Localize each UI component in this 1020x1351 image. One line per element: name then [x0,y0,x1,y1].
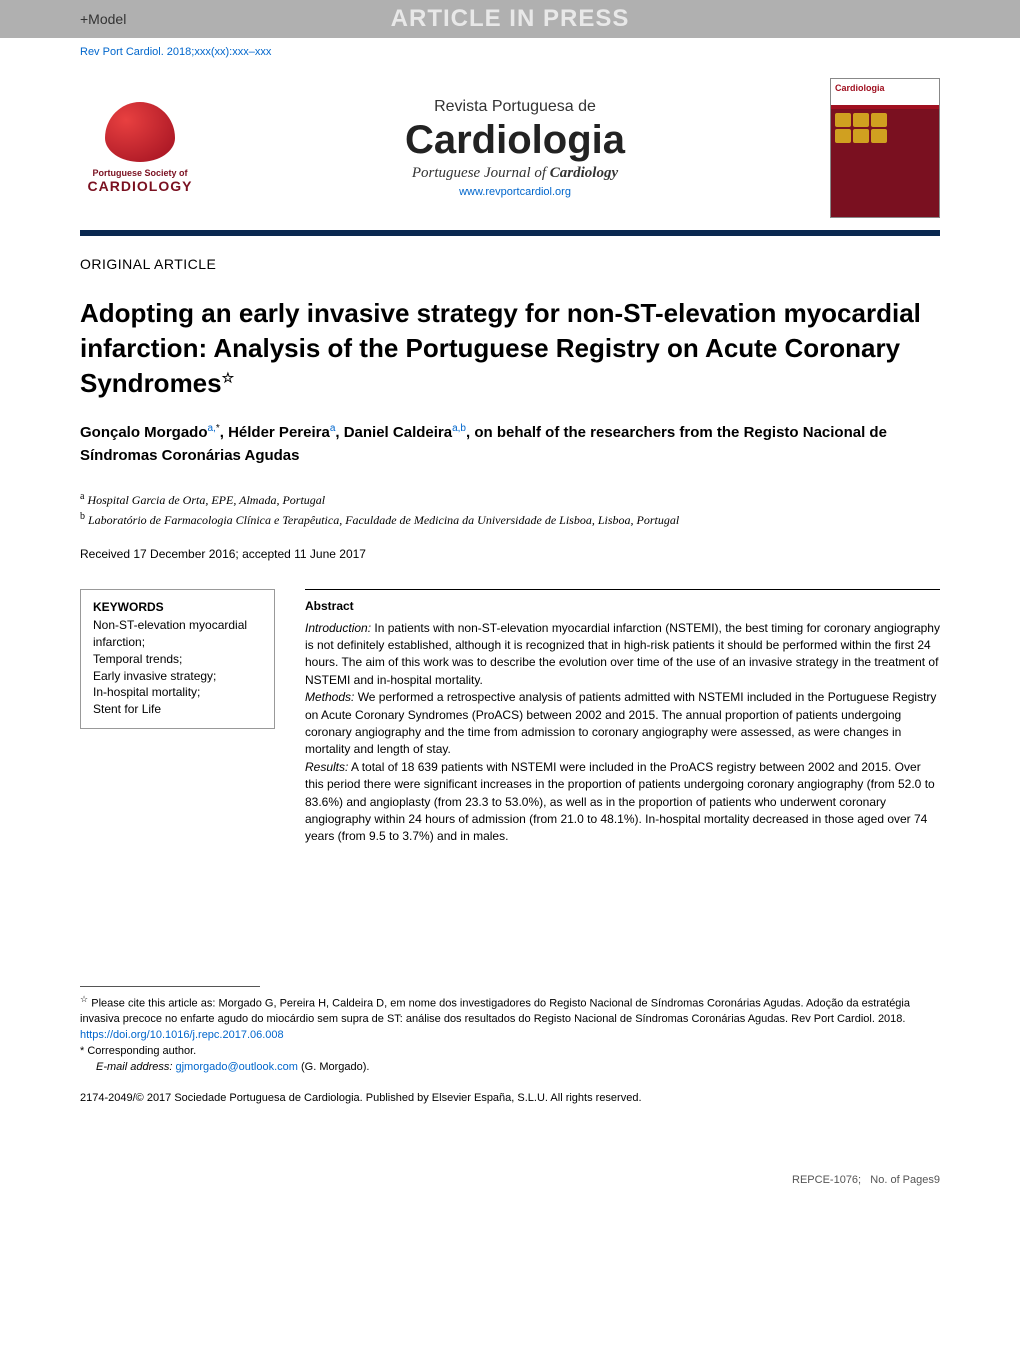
abstract-section: Introduction: In patients with non-ST-el… [305,620,940,690]
article-title: Adopting an early invasive strategy for … [80,296,940,401]
masthead: Portuguese Society of CARDIOLOGY Revista… [80,78,940,236]
doi-link[interactable]: https://doi.org/10.1016/j.repc.2017.06.0… [80,1029,284,1041]
author-name: Gonçalo Morgado [80,424,208,441]
citation-line: Rev Port Cardiol. 2018;xxx(xx):xxx–xxx [80,46,940,58]
footer-pages: 9 [934,1174,940,1186]
abstract-section: Results: A total of 18 639 patients with… [305,759,940,846]
header-bar: +Model ARTICLE IN PRESS [0,0,1020,38]
copyright: 2174-2049/© 2017 Sociedade Portuguesa de… [80,1092,940,1104]
cite-footnote: ☆ Please cite this article as: Morgado G… [80,993,940,1044]
model-label: +Model [80,11,126,27]
abstract-content: Abstract Introduction: In patients with … [305,589,940,845]
authors: Gonçalo Morgadoa,*, Hélder Pereiraa, Dan… [80,421,940,467]
journal-title: Cardiologia [200,118,830,163]
footer: REPCE-1076; No. of Pages 9 [80,1174,940,1186]
society-name-line1: Portuguese Society of [80,168,200,178]
abstract-section: Methods: We performed a retrospective an… [305,689,940,759]
keywords-heading: KEYWORDS [93,600,262,614]
footnotes: ☆ Please cite this article as: Morgado G… [80,993,940,1076]
footer-ref: REPCE-1076; [792,1174,861,1186]
affiliation: b Laboratório de Farmacologia Clínica e … [80,509,940,529]
affiliation: a Hospital Garcia de Orta, EPE, Almada, … [80,489,940,509]
footnotes-separator [80,986,260,987]
affiliations: a Hospital Garcia de Orta, EPE, Almada, … [80,489,940,529]
heart-icon [105,102,175,162]
article-type: ORIGINAL ARTICLE [80,256,940,272]
keywords-list: Non-ST-elevation myocardial infarction; … [93,617,262,718]
article-in-press-banner: ARTICLE IN PRESS [391,5,630,33]
email-link[interactable]: gjmorgado@outlook.com [175,1061,297,1073]
author-name: , Hélder Pereira [220,424,330,441]
journal-cover-thumbnail: Cardiologia [830,78,940,218]
abstract-heading: Abstract [305,598,940,615]
article-dates: Received 17 December 2016; accepted 11 J… [80,547,940,561]
email-footnote: E-mail address: gjmorgado@outlook.com (G… [80,1060,940,1076]
footer-pages-label: No. of Pages [870,1174,934,1186]
corresponding-author-footnote: * Corresponding author. [80,1044,940,1060]
journal-url[interactable]: www.revportcardiol.org [200,186,830,198]
abstract-block: KEYWORDS Non-ST-elevation myocardial inf… [80,589,940,845]
journal-pretitle: Revista Portuguesa de [200,98,830,116]
keywords-box: KEYWORDS Non-ST-elevation myocardial inf… [80,589,275,729]
title-footnote-star: ☆ [222,370,235,386]
author-name: , Daniel Caldeira [335,424,452,441]
society-logo: Portuguese Society of CARDIOLOGY [80,102,200,194]
journal-title-block: Revista Portuguesa de Cardiologia Portug… [200,98,830,198]
society-name-line2: CARDIOLOGY [80,178,200,194]
journal-subtitle: Portuguese Journal of Cardiology [200,165,830,182]
